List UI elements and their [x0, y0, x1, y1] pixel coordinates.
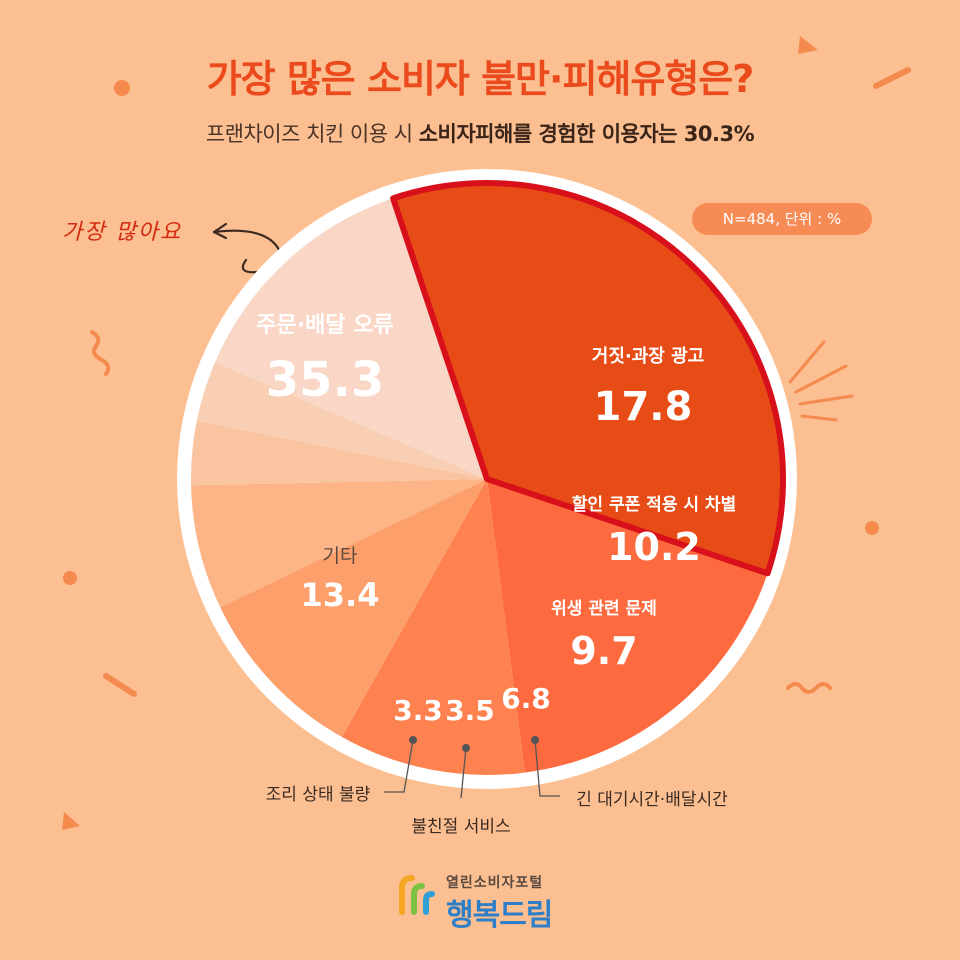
decoration-triangle	[798, 36, 818, 54]
decoration-burst	[788, 340, 854, 422]
decoration-triangle	[62, 812, 80, 830]
slice-value-label: 35.3	[266, 352, 384, 408]
slice-label: 주문·배달 오류	[256, 313, 393, 338]
slice-callout-label: 긴 대기시간·배달시간	[576, 790, 728, 810]
pie-slice	[191, 420, 487, 486]
decoration-dash	[873, 67, 911, 89]
pie-slice	[393, 183, 783, 574]
pie-highlight	[390, 180, 786, 577]
note-arrow-head	[212, 222, 228, 240]
slice-callout-label: 불친절 서비스	[411, 817, 510, 837]
subtitle-prefix: 프랜차이즈 치킨 이용 시	[205, 122, 419, 146]
slice-value-label: 10.2	[607, 525, 701, 569]
logo-text: 행복드림	[446, 898, 553, 933]
handwritten-note: 가장 많아요	[62, 220, 183, 245]
pie-slice	[215, 198, 487, 480]
slice-label: 할인 쿠폰 적용 시 차별	[572, 495, 736, 515]
callout-line	[534, 739, 560, 797]
decorations	[62, 36, 911, 830]
slice-callout-label: 조리 상태 불량	[266, 785, 371, 805]
pie-slice	[196, 362, 487, 479]
decoration-dot	[63, 571, 77, 585]
slice-label: 거짓·과장 광고	[592, 346, 704, 367]
callout-line	[384, 739, 414, 793]
pie-slice	[341, 479, 525, 775]
logo-subtext: 열린소비자포털	[446, 875, 544, 891]
callout-line	[460, 747, 467, 799]
pie-labels: 주문·배달 오류 35.3 거짓·과장 광고 17.8 할인 쿠폰 적용 시 차별 10.…	[256, 313, 736, 837]
pie-slice	[220, 479, 487, 737]
slice-value-label: 3.5	[445, 694, 495, 727]
slice-value-label: 6.8	[501, 682, 551, 715]
decoration-squiggle	[90, 330, 111, 376]
slice-label: 위생 관련 문제	[551, 599, 657, 619]
footer-logo: 열린소비자포털 행복드림	[396, 868, 576, 938]
slice-value-label: 13.4	[301, 576, 380, 614]
decoration-dot	[114, 80, 130, 96]
pie-slice-highlight-border	[390, 180, 786, 577]
logo-mark-icon	[399, 875, 435, 915]
slice-label: 기타	[323, 545, 358, 567]
decoration-squiggle	[786, 682, 832, 694]
page-title: 가장 많은 소비자 불만·피해유형은?	[206, 57, 755, 101]
decoration-dash	[103, 673, 137, 697]
subtitle-bold: 소비자피해를 경험한 이용자는 30.3%	[418, 122, 755, 146]
slice-value-label: 3.3	[393, 694, 443, 727]
page-subtitle: 프랜차이즈 치킨 이용 시 소비자피해를 경험한 이용자는 30.3%	[0, 118, 960, 148]
sample-size-badge: N=484, 단위 : %	[692, 203, 872, 235]
pie-slice	[191, 479, 487, 608]
decoration-dot	[865, 521, 879, 535]
slice-value-label: 9.7	[570, 629, 637, 673]
slice-value-label: 17.8	[594, 384, 693, 430]
